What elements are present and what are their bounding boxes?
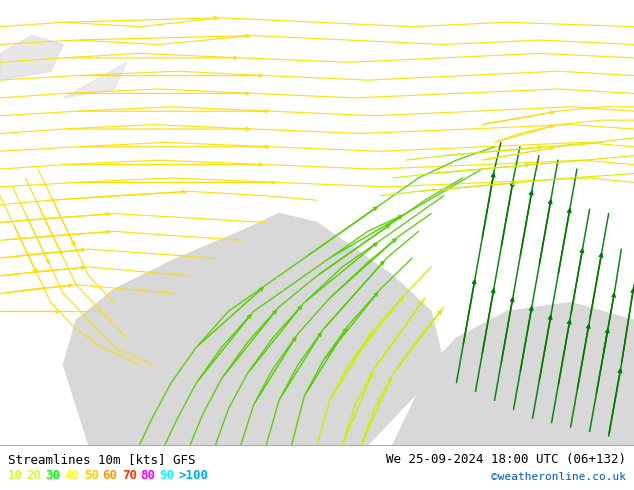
Text: 70: 70 xyxy=(122,469,137,482)
Text: >100: >100 xyxy=(179,469,209,482)
Text: Streamlines 10m [kts] GFS: Streamlines 10m [kts] GFS xyxy=(8,453,195,466)
Text: 50: 50 xyxy=(84,469,99,482)
Text: 10: 10 xyxy=(8,469,23,482)
Polygon shape xyxy=(63,62,127,98)
Polygon shape xyxy=(0,36,63,80)
Text: 90: 90 xyxy=(160,469,175,482)
Text: ©weatheronline.co.uk: ©weatheronline.co.uk xyxy=(491,472,626,482)
Text: 60: 60 xyxy=(103,469,118,482)
Text: We 25-09-2024 18:00 UTC (06+132): We 25-09-2024 18:00 UTC (06+132) xyxy=(386,453,626,466)
Text: 20: 20 xyxy=(27,469,42,482)
Polygon shape xyxy=(63,214,444,445)
Text: 30: 30 xyxy=(46,469,61,482)
Text: 80: 80 xyxy=(141,469,156,482)
Polygon shape xyxy=(393,302,634,445)
Text: 40: 40 xyxy=(65,469,80,482)
